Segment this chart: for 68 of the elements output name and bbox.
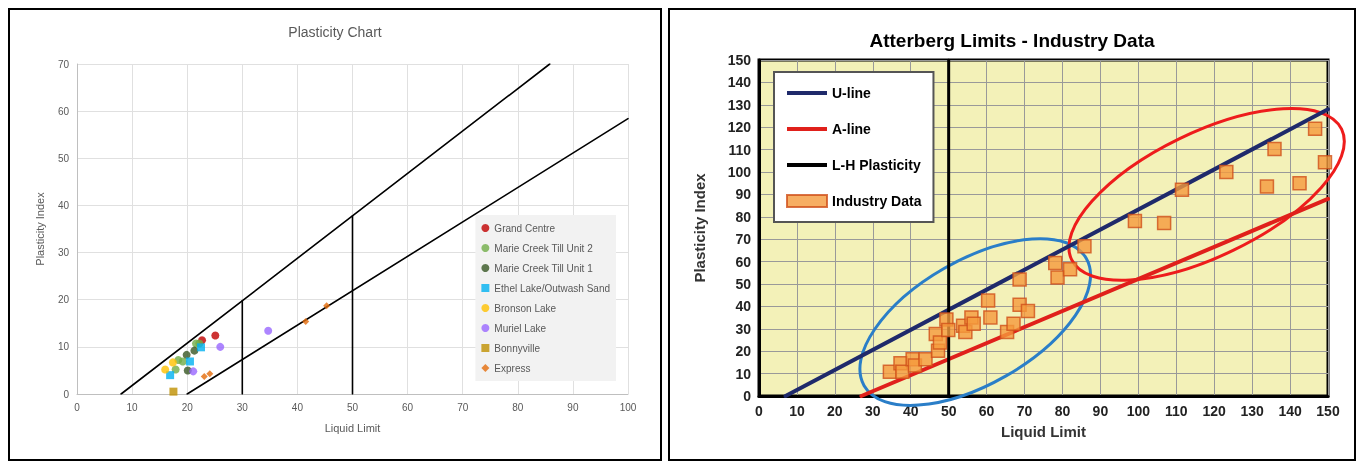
x-tick-label: 40 xyxy=(902,403,919,419)
y-tick-label: 50 xyxy=(735,276,752,292)
y-tick-label: 70 xyxy=(57,58,70,70)
y-tick-label: 100 xyxy=(727,164,752,180)
y-tick-label: 130 xyxy=(727,96,752,113)
x-tick-label: 30 xyxy=(236,401,249,413)
legend-label: U-line xyxy=(832,85,872,101)
x-tick-label: 120 xyxy=(1202,403,1227,419)
chart-title: Atterberg Limits - Industry Data xyxy=(869,30,1155,51)
x-tick-label: 20 xyxy=(181,401,194,413)
y-tick-label: 140 xyxy=(727,74,752,91)
y-tick-label: 30 xyxy=(735,320,752,337)
x-tick-label: 110 xyxy=(1164,403,1188,419)
y-tick-label: 70 xyxy=(735,231,752,248)
legend-label: Industry Data xyxy=(832,193,922,209)
legend-label: L-H Plasticity xyxy=(832,157,921,173)
y-tick-label: 150 xyxy=(727,52,752,68)
x-tick-label: 0 xyxy=(74,401,81,413)
x-tick-label: 50 xyxy=(940,403,957,419)
y-axis-title: Plasticity Index xyxy=(691,172,708,283)
x-tick-label: 10 xyxy=(126,401,139,413)
x-tick-label: 80 xyxy=(512,401,524,413)
x-tick-label: 130 xyxy=(1240,403,1265,419)
y-tick-label: 90 xyxy=(735,186,752,203)
x-tick-label: 100 xyxy=(619,401,637,413)
y-tick-label: 10 xyxy=(57,341,70,353)
y-tick-label: 0 xyxy=(63,388,70,400)
x-tick-label: 100 xyxy=(1126,403,1151,419)
chart-title: Plasticity Chart xyxy=(288,24,382,40)
y-tick-label: 20 xyxy=(57,294,70,306)
x-tick-label: 20 xyxy=(827,403,843,419)
legend-label: Bronson Lake xyxy=(494,302,557,314)
legend-label: Bonnyville xyxy=(494,342,541,354)
legend-label: Grand Centre xyxy=(494,222,556,234)
x-tick-label: 30 xyxy=(865,403,881,419)
y-tick-label: 60 xyxy=(57,105,70,117)
x-tick-label: 60 xyxy=(402,401,414,413)
x-tick-label: 70 xyxy=(1016,403,1033,419)
y-tick-label: 10 xyxy=(735,365,752,382)
x-tick-label: 60 xyxy=(978,403,995,419)
x-tick-label: 0 xyxy=(755,403,764,419)
y-tick-label: 40 xyxy=(735,298,752,315)
y-tick-label: 80 xyxy=(735,208,752,225)
y-tick-label: 40 xyxy=(57,199,70,211)
legend-label: Muriel Lake xyxy=(494,322,547,334)
y-axis-title: Plasticity Index xyxy=(33,191,46,266)
y-tick-label: 120 xyxy=(727,119,752,136)
x-tick-label: 40 xyxy=(291,401,304,413)
y-tick-label: 60 xyxy=(735,253,752,270)
x-tick-label: 80 xyxy=(1054,403,1071,419)
x-tick-label: 90 xyxy=(1092,403,1109,419)
y-tick-label: 50 xyxy=(57,152,70,164)
x-tick-label: 150 xyxy=(1316,403,1340,419)
legend-label: Express xyxy=(494,362,531,374)
legend-label: A-line xyxy=(832,121,872,137)
x-tick-label: 10 xyxy=(789,403,805,419)
x-tick-label: 70 xyxy=(457,401,469,413)
x-axis-title: Liquid Limit xyxy=(324,421,381,434)
x-axis-title: Liquid Limit xyxy=(1001,423,1086,440)
y-tick-label: 30 xyxy=(57,247,70,259)
y-tick-label: 20 xyxy=(735,343,752,360)
y-tick-label: 110 xyxy=(728,141,752,158)
legend-label: Marie Creek Till Unit 1 xyxy=(494,262,594,274)
legend-label: Marie Creek Till Unit 2 xyxy=(494,242,594,254)
x-tick-label: 140 xyxy=(1278,403,1302,419)
legend-label: Ethel Lake/Outwash Sand xyxy=(494,282,611,294)
x-tick-label: 90 xyxy=(567,401,579,413)
x-tick-label: 50 xyxy=(346,401,359,413)
